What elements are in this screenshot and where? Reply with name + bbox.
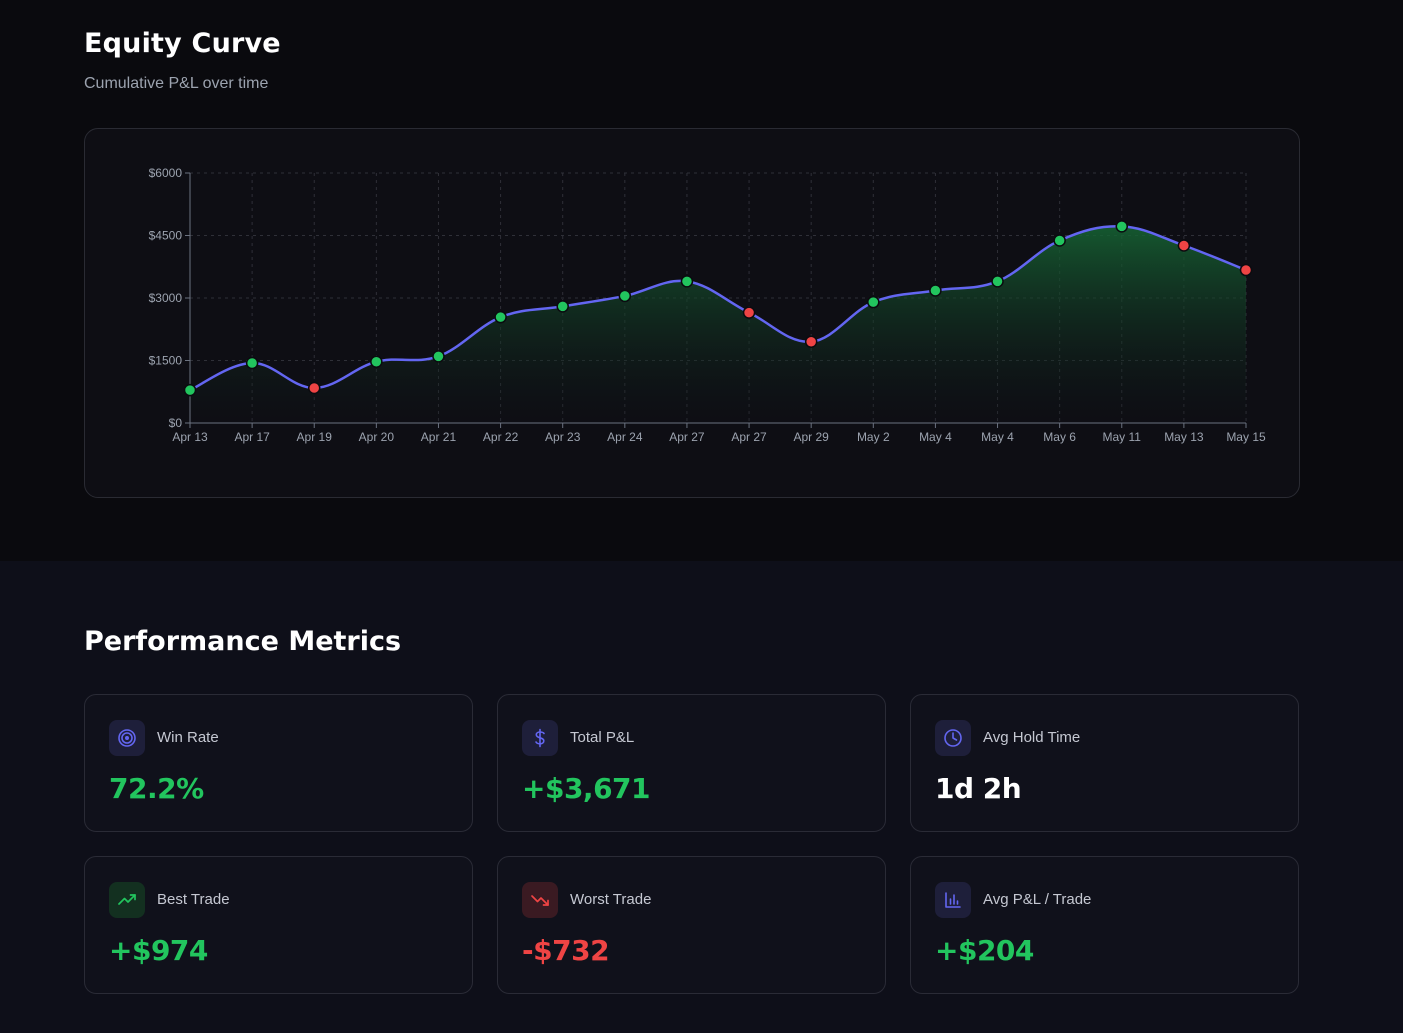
clock-icon [935, 720, 971, 756]
data-point-win [680, 275, 694, 288]
x-tick-label: Apr 17 [234, 430, 270, 444]
x-tick-label: Apr 13 [172, 430, 208, 444]
data-point-loss [1177, 239, 1191, 252]
equity-curve-title: Equity Curve [84, 28, 281, 59]
equity-line [189, 225, 1247, 392]
data-point-loss [804, 335, 818, 348]
x-tick-label: May 15 [1226, 430, 1266, 444]
x-tick-label: Apr 20 [359, 430, 395, 444]
bar-chart-icon [935, 882, 971, 918]
metric-card-total-pnl: Total P&L +$3,671 [497, 694, 886, 832]
metric-label: Best Trade [157, 891, 230, 908]
data-point-win [618, 289, 632, 303]
data-point-loss [742, 306, 756, 319]
metric-card-avg-pnl-per-trade: Avg P&L / Trade +$204 [910, 856, 1299, 994]
x-tick-label: May 2 [857, 430, 890, 444]
data-point-win [867, 295, 880, 309]
x-tick-label: May 6 [1043, 430, 1076, 444]
equity-area-fill [190, 226, 1246, 423]
data-point-win [494, 310, 507, 324]
x-tick-label: May 4 [981, 430, 1014, 444]
equity-chart: $0 $1500 $3000 $4500 $6000 Apr 13 Apr 17 Apr 19… [149, 166, 1266, 444]
y-tick-label: $0 [169, 416, 183, 430]
trending-down-icon [522, 882, 558, 918]
x-tick-label: Apr 24 [607, 430, 643, 444]
data-point-win [929, 284, 942, 297]
trending-up-icon [109, 882, 145, 918]
x-tick-label: Apr 23 [545, 430, 581, 444]
data-point-win [991, 275, 1004, 288]
metric-card-worst-trade: Worst Trade -$732 [497, 856, 886, 994]
metric-label: Avg P&L / Trade [983, 891, 1092, 908]
data-point-loss [1239, 263, 1253, 277]
data-point-win [183, 383, 197, 397]
y-tick-label: $4500 [149, 229, 183, 243]
dollar-icon [522, 720, 558, 756]
data-point-win [1053, 234, 1066, 247]
equity-curve-subtitle: Cumulative P&L over time [84, 75, 269, 92]
x-tick-label: Apr 22 [483, 430, 519, 444]
data-point-win [432, 350, 445, 363]
x-tick-label: May 13 [1164, 430, 1204, 444]
metric-value: 1d 2h [935, 772, 1022, 805]
x-tick-label: Apr 21 [421, 430, 457, 444]
x-tick-label: May 4 [919, 430, 952, 444]
y-tick-label: $1500 [149, 354, 183, 368]
x-tick-label: May 11 [1103, 430, 1142, 444]
x-tick-label: Apr 27 [731, 430, 767, 444]
metric-value: +$3,671 [522, 772, 651, 805]
metric-label: Total P&L [570, 729, 635, 746]
metric-card-avg-hold-time: Avg Hold Time 1d 2h [910, 694, 1299, 832]
data-point-win [556, 300, 569, 313]
target-icon [109, 720, 145, 756]
data-point-loss [307, 381, 321, 395]
data-point-win [1115, 220, 1129, 233]
metric-card-win-rate: Win Rate 72.2% [84, 694, 473, 832]
metric-value: 72.2% [109, 772, 204, 805]
metric-value: +$974 [109, 934, 208, 967]
metric-value: -$732 [522, 934, 610, 967]
metric-value: +$204 [935, 934, 1034, 967]
data-point-win [370, 355, 383, 368]
y-tick-label: $6000 [149, 166, 183, 180]
equity-chart-card: $0 $1500 $3000 $4500 $6000 Apr 13 Apr 17 Apr 19… [84, 128, 1300, 498]
x-tick-label: Apr 19 [297, 430, 333, 444]
metric-label: Avg Hold Time [983, 729, 1081, 746]
metric-card-best-trade: Best Trade +$974 [84, 856, 473, 994]
performance-metrics-title: Performance Metrics [84, 626, 402, 657]
x-tick-label: Apr 29 [793, 430, 829, 444]
metric-label: Worst Trade [570, 891, 652, 908]
data-point-win [245, 356, 259, 370]
metric-label: Win Rate [157, 729, 219, 746]
y-tick-label: $3000 [149, 291, 183, 305]
x-tick-label: Apr 27 [669, 430, 705, 444]
